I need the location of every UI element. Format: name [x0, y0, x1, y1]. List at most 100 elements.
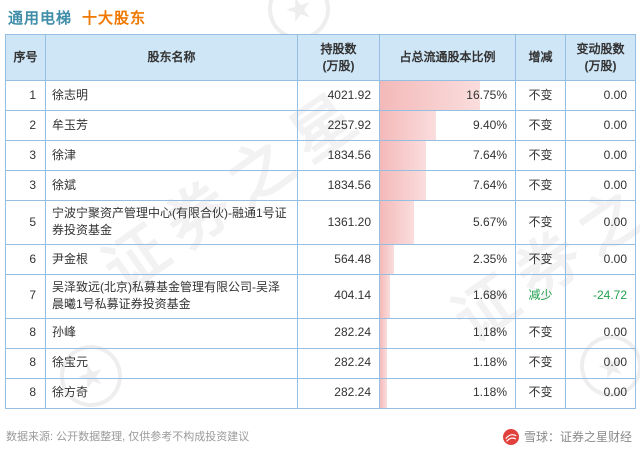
table-row: 3 徐斌 1834.56 7.64% 不变 0.00 — [5, 170, 636, 201]
rank-cell: 3 — [5, 170, 46, 201]
shares-cell: 564.48 — [297, 243, 380, 275]
change-cell: 减少 — [515, 273, 566, 319]
pct-bar — [380, 111, 437, 140]
column-header-name: 股东名称 — [45, 34, 298, 81]
change-cell: 不变 — [515, 140, 566, 171]
pct-text: 9.40% — [472, 117, 507, 132]
change-shares-cell: 0.00 — [565, 200, 636, 245]
pct-text: 5.67% — [472, 214, 507, 229]
table-row: 8 徐宝元 282.24 1.18% 不变 0.00 — [5, 347, 636, 379]
rank-cell: 8 — [5, 317, 46, 349]
data-source-note: 数据来源: 公开数据整理, 仅供参考不构成投资建议 — [6, 431, 250, 443]
change-cell: 不变 — [515, 110, 566, 141]
pct-text: 1.18% — [472, 385, 507, 400]
change-shares-cell: 0.00 — [565, 317, 636, 349]
shares-cell: 1361.20 — [297, 200, 380, 245]
change-cell: 不变 — [515, 200, 566, 245]
change-shares-cell: 0.00 — [565, 110, 636, 141]
table-row: 8 徐方奇 282.24 1.18% 不变 0.00 — [5, 377, 636, 409]
pct-text: 7.64% — [472, 177, 507, 192]
pct-bar — [380, 348, 388, 378]
table-row: 6 尹金根 564.48 2.35% 不变 0.00 — [5, 243, 636, 275]
change-shares-cell: 0.00 — [565, 140, 636, 171]
pct-bar — [380, 378, 388, 408]
pct-cell: 1.68% — [379, 273, 516, 319]
change-shares-cell: 0.00 — [565, 80, 636, 111]
pct-bar — [380, 141, 426, 170]
pct-cell: 2.35% — [379, 243, 516, 275]
rank-cell: 1 — [5, 80, 46, 111]
column-header-rank: 序号 — [5, 34, 46, 81]
table-row: 7 吴泽致远(北京)私募基金管理有限公司-吴泽晨曦1号私募证券投资基金 404.… — [5, 273, 636, 319]
change-shares-cell: 0.00 — [565, 170, 636, 201]
pct-cell: 1.18% — [379, 377, 516, 409]
pct-bar — [380, 81, 480, 110]
rank-cell: 7 — [5, 273, 46, 319]
shares-cell: 282.24 — [297, 377, 380, 409]
change-shares-cell: 0.00 — [565, 347, 636, 379]
pct-bar — [380, 274, 391, 318]
rank-cell: 6 — [5, 243, 46, 275]
change-cell: 不变 — [515, 317, 566, 349]
shareholder-name: 徐方奇 — [45, 377, 298, 409]
brand-text: 雪球：证券之星财经 — [523, 430, 632, 444]
shareholder-name: 牟玉芳 — [45, 110, 298, 141]
pct-text: 7.64% — [472, 147, 507, 162]
pct-bar — [380, 318, 388, 348]
rank-cell: 3 — [5, 140, 46, 171]
table-row: 8 孙峰 282.24 1.18% 不变 0.00 — [5, 317, 636, 349]
shareholder-name: 徐津 — [45, 140, 298, 171]
pct-cell: 16.75% — [379, 80, 516, 111]
shares-cell: 404.14 — [297, 273, 380, 319]
shareholder-name: 吴泽致远(北京)私募基金管理有限公司-吴泽晨曦1号私募证券投资基金 — [45, 273, 298, 319]
rank-cell: 8 — [5, 377, 46, 409]
pct-cell: 7.64% — [379, 170, 516, 201]
shareholder-name: 宁波宁聚资产管理中心(有限合伙)-融通1号证券投资基金 — [45, 200, 298, 245]
change-shares-cell: 0.00 — [565, 377, 636, 409]
pct-text: 1.68% — [472, 288, 507, 303]
shareholder-name: 徐斌 — [45, 170, 298, 201]
brand-footer: 雪球：证券之星财经 — [502, 428, 632, 445]
change-cell: 不变 — [515, 80, 566, 111]
pct-bar — [380, 201, 414, 244]
shares-cell: 282.24 — [297, 347, 380, 379]
shares-cell: 1834.56 — [297, 140, 380, 171]
change-cell: 不变 — [515, 377, 566, 409]
pct-bar — [380, 171, 426, 200]
pct-text: 1.18% — [472, 325, 507, 340]
page-title: 通用电梯 十大股东 — [8, 7, 146, 28]
company-name: 通用电梯 — [8, 10, 73, 27]
column-header-shares: 持股数 (万股) — [297, 34, 380, 81]
table-row: 2 牟玉芳 2257.92 9.40% 不变 0.00 — [5, 110, 636, 141]
change-cell: 不变 — [515, 347, 566, 379]
xueqiu-logo-icon — [502, 428, 519, 445]
shares-cell: 2257.92 — [297, 110, 380, 141]
change-shares-cell: -24.72 — [565, 273, 636, 319]
table-row: 5 宁波宁聚资产管理中心(有限合伙)-融通1号证券投资基金 1361.20 5.… — [5, 200, 636, 245]
shareholder-name: 尹金根 — [45, 243, 298, 275]
pct-cell: 1.18% — [379, 347, 516, 379]
shares-cell: 1834.56 — [297, 170, 380, 201]
shares-cell: 4021.92 — [297, 80, 380, 111]
rank-cell: 8 — [5, 347, 46, 379]
shareholder-name: 徐志明 — [45, 80, 298, 111]
change-shares-cell: 0.00 — [565, 243, 636, 275]
pct-text: 1.18% — [472, 355, 507, 370]
pct-cell: 9.40% — [379, 110, 516, 141]
column-header-pct: 占总流通股本比例 — [379, 34, 516, 81]
pct-cell: 5.67% — [379, 200, 516, 245]
rank-cell: 5 — [5, 200, 46, 245]
pct-cell: 7.64% — [379, 140, 516, 171]
rank-cell: 2 — [5, 110, 46, 141]
change-cell: 不变 — [515, 170, 566, 201]
pct-text: 2.35% — [472, 251, 507, 266]
header-row: 序号 股东名称 持股数 (万股) 占总流通股本比例 增减 变动股数 (万股) — [5, 34, 636, 81]
pct-bar — [380, 244, 395, 274]
pct-cell: 1.18% — [379, 317, 516, 349]
section-title: 十大股东 — [82, 10, 147, 27]
pct-text: 16.75% — [466, 87, 507, 102]
table-row: 1 徐志明 4021.92 16.75% 不变 0.00 — [5, 80, 636, 111]
shareholders-table: 序号 股东名称 持股数 (万股) 占总流通股本比例 增减 变动股数 (万股) 1… — [5, 34, 636, 409]
shares-cell: 282.24 — [297, 317, 380, 349]
shareholder-name: 孙峰 — [45, 317, 298, 349]
